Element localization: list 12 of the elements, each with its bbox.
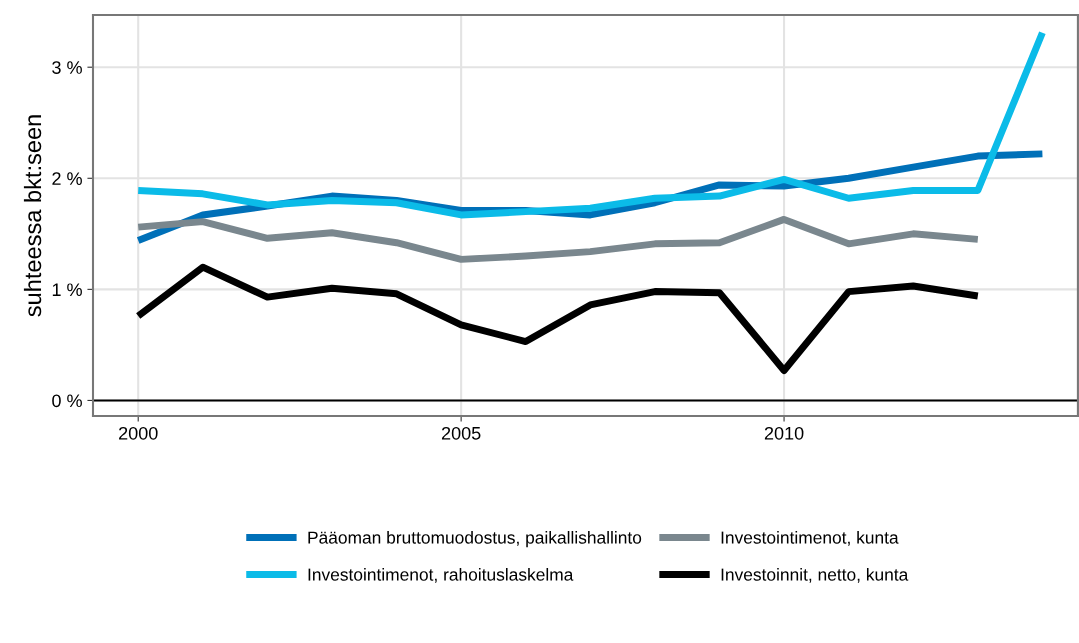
legend-label: Investointimenot, kunta [721, 530, 899, 546]
legend-label: Pääoman bruttomuodostus, paikallishallinto [308, 530, 642, 548]
y-tick-label: 2 % [52, 172, 82, 185]
y-axis-title: suhteessa bkt:seen [23, 115, 42, 317]
y-tick-label: 3 % [52, 61, 82, 74]
y-tick-label: 0 % [52, 394, 82, 408]
legend-label: Investoinnit, netto, kunta [721, 568, 909, 583]
x-tick-label: 2010 [764, 426, 804, 440]
legend-label: Investointimenot, rahoituslaskelma [308, 568, 574, 583]
x-tick-label: 2005 [441, 426, 481, 440]
y-tick-label: 1 % [52, 283, 82, 297]
x-tick-label: 2000 [119, 426, 158, 440]
